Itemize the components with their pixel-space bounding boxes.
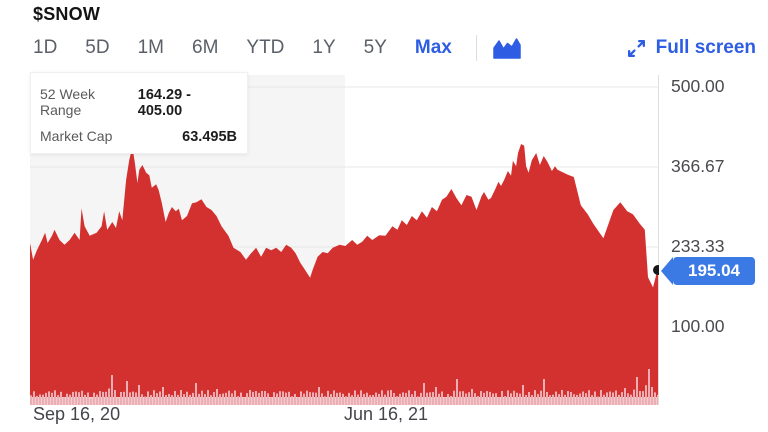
range-tab-5d[interactable]: 5D (85, 37, 110, 58)
last-price-value: 195.04 (688, 261, 740, 280)
x-axis-tick: Sep 16, 20 (33, 404, 121, 424)
last-price-badge: 195.04 (673, 257, 755, 285)
tooltip-value: 63.495B (182, 129, 237, 145)
ticker-title: $SNOW (33, 4, 101, 24)
range-tab-1m[interactable]: 1M (137, 37, 164, 58)
tooltip-value: 164.29 - 405.00 (137, 87, 192, 119)
area-chart-icon[interactable] (493, 37, 521, 59)
y-axis-tick: 366.67 (671, 156, 725, 176)
expand-icon (626, 38, 647, 59)
y-axis-tick: 233.33 (671, 236, 725, 256)
range-tab-1y[interactable]: 1Y (312, 37, 336, 58)
tooltip-row: 52 Week Range 164.29 - 405.00 (40, 86, 237, 119)
y-axis-tick: 100.00 (671, 316, 725, 336)
range-tab-1d[interactable]: 1D (33, 37, 58, 58)
range-tabs: 1D 5D 1M 6M YTD 1Y 5Y Max (33, 34, 452, 62)
tooltip-label: Market Cap (40, 128, 113, 144)
toolbar-divider (475, 35, 477, 61)
tooltip-row: Market Cap 63.495B (40, 128, 237, 145)
x-axis-tick: Jun 16, 21 (344, 404, 429, 424)
range-toolbar: 1D 5D 1M 6M YTD 1Y 5Y Max Full screen (33, 33, 756, 63)
fullscreen-button[interactable]: Full screen (626, 37, 756, 59)
fullscreen-label: Full screen (655, 37, 756, 58)
y-axis-tick: 500.00 (671, 76, 725, 96)
range-tab-max[interactable]: Max (414, 37, 452, 58)
tooltip-label: 52 Week Range (40, 86, 95, 118)
range-tab-ytd[interactable]: YTD (246, 37, 285, 58)
range-tab-6m[interactable]: 6M (192, 37, 219, 58)
info-tooltip: 52 Week Range 164.29 - 405.00 Market Cap 63… (30, 72, 248, 154)
range-tab-5y[interactable]: 5Y (363, 37, 387, 58)
